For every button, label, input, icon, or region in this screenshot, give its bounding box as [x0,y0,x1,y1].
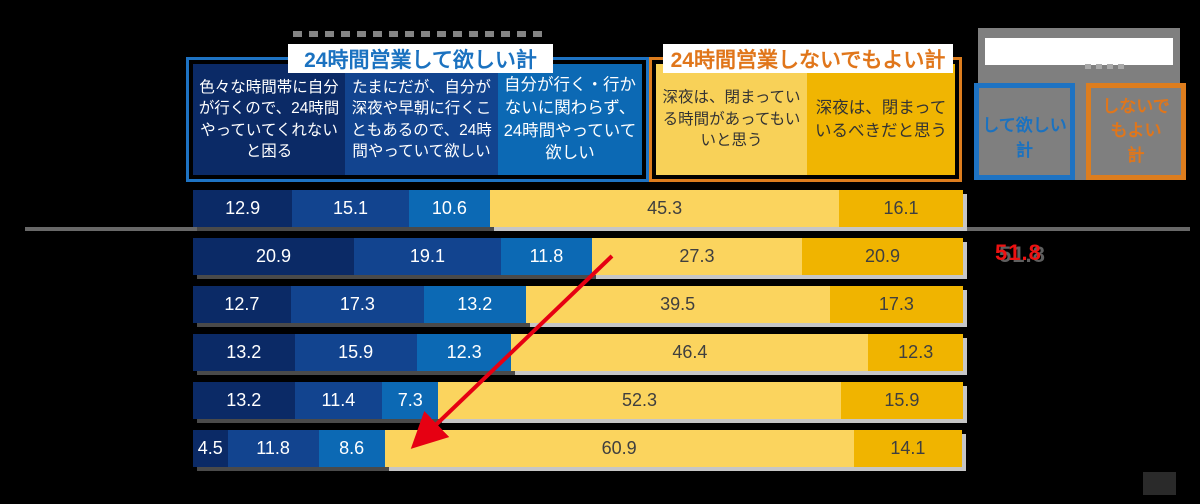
bar-row-4: 13.2 15.9 12.3 46.4 12.3 [193,334,963,371]
masked-corner-square [1143,472,1176,495]
header-cell-ok-to-close-sometimes: 深夜は、閉まっている時間があってもいいと思う [656,64,807,175]
want-total-legend-box: して欲しい 計 [974,83,1075,180]
bar-segment-r5-s5: 15.9 [840,382,964,419]
bar-segment-r2-s5: 20.9 [802,238,963,275]
bar-segment-r2-s4: 27.3 [591,238,803,275]
bar-row-5: 13.2 11.4 7.3 52.3 15.9 [193,382,964,419]
legend-text-fragments [1085,64,1127,69]
no-need-total-legend-box: しないで もよい 計 [1086,83,1186,180]
bar-segment-r3-s5: 17.3 [829,286,963,323]
total-row-divider [25,227,1190,231]
bar-segment-r5-s3: 7.3 [382,382,439,419]
want-24h-group-box: 色々な時間帯に自分が行くので、24時間やっていてくれないと困る たまにだが、自分… [186,57,649,182]
header-cell-should-close: 深夜は、閉まっているべきだと思う [807,64,955,175]
want-24h-group-label: 24時間営業して欲しい計 [288,44,553,73]
bar-segment-r6-s4: 60.9 [384,430,854,467]
no-need-24h-group-box: 深夜は、閉まっている時間があってもいいと思う 深夜は、閉まっているべきだと思う [649,57,962,182]
bar-segment-r5-s1: 13.2 [193,382,295,419]
bar-segment-r5-s4: 52.3 [438,382,841,419]
bar-segment-r1-s2: 15.1 [292,190,409,227]
bar-segment-r6-s1: 4.5 [193,430,228,467]
bar-segment-r4-s5: 12.3 [868,334,963,371]
bar-segment-r4-s1: 13.2 [193,334,295,371]
header-cell-regardless: 自分が行く・行かないに関わらず、24時間やっていて欲しい [498,64,642,175]
bar-segment-r6-s5: 14.1 [853,430,963,467]
legend-masked-white-box [985,38,1173,65]
bar-segment-r2-s1: 20.9 [193,238,354,275]
bar-segment-r1-s4: 45.3 [490,190,839,227]
bar-segment-r6-s2: 11.8 [227,430,319,467]
cropped-title-fragments [293,31,549,37]
bar-segment-r3-s4: 39.5 [525,286,830,323]
bar-segment-r3-s2: 17.3 [290,286,424,323]
bar-segment-r4-s3: 12.3 [416,334,512,371]
bar-row-1: 12.9 15.1 10.6 45.3 16.1 [193,190,963,227]
bar-row-2: 20.9 19.1 11.8 27.3 20.9 [193,238,963,275]
bar-segment-r3-s3: 13.2 [423,286,526,323]
bar-segment-r1-s3: 10.6 [408,190,491,227]
bar-segment-r6-s3: 8.6 [318,430,385,467]
bar-segment-r1-s5: 16.1 [839,190,963,227]
bar-row-6: 4.5 11.8 8.6 60.9 14.1 [193,430,963,467]
bar-segment-r4-s2: 15.9 [294,334,417,371]
bar-segment-r3-s1: 12.7 [193,286,291,323]
header-cell-sometimes: たまにだが、自分が深夜や早朝に行くこともあるので、24時間やっていて欲しい [345,64,498,175]
header-cell-must-have: 色々な時間帯に自分が行くので、24時間やっていてくれないと困る [193,64,345,175]
bar-segment-r2-s2: 19.1 [353,238,501,275]
bar-segment-r4-s4: 46.4 [511,334,869,371]
bar-segment-r2-s3: 11.8 [500,238,592,275]
row2-want-total-annotation: 51.8 [995,240,1042,265]
bar-row-3: 12.7 17.3 13.2 39.5 17.3 [193,286,963,323]
no-need-24h-group-label: 24時間営業しないでもよい計 [663,44,953,73]
bar-segment-r5-s2: 11.4 [294,382,383,419]
bar-segment-r1-s1: 12.9 [193,190,293,227]
